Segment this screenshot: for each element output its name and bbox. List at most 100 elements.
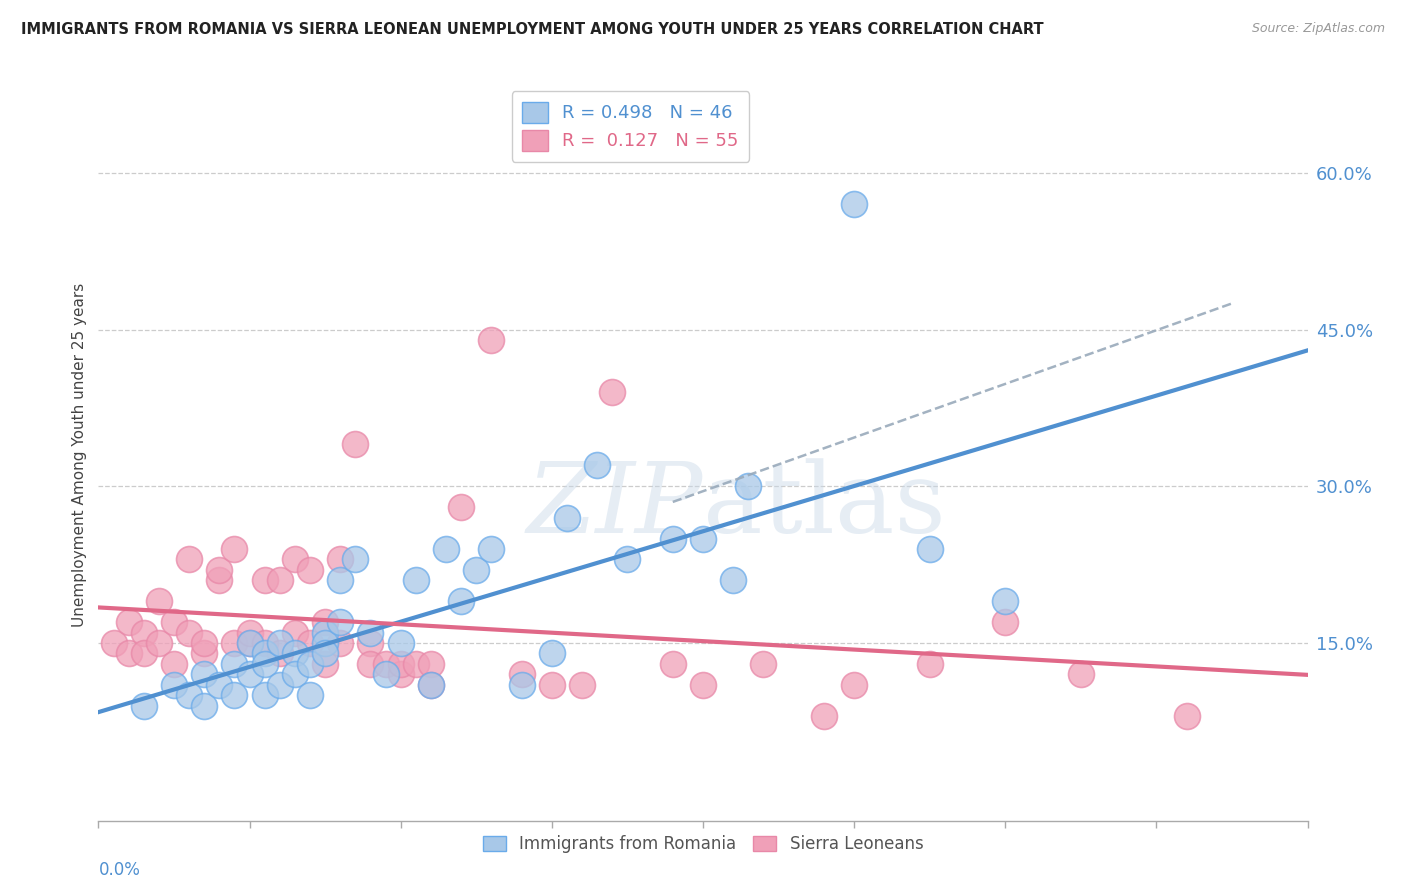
Point [329,574,352,588]
Point [344,437,367,451]
Point [1070,667,1092,681]
Point [661,657,683,671]
Point [374,667,396,681]
Point [118,647,141,661]
Text: IMMIGRANTS FROM ROMANIA VS SIERRA LEONEAN UNEMPLOYMENT AMONG YOUTH UNDER 25 YEAR: IMMIGRANTS FROM ROMANIA VS SIERRA LEONEA… [21,22,1043,37]
Point [299,636,322,650]
Point [329,615,352,629]
Point [616,552,638,566]
Point [692,532,714,546]
Point [510,678,533,692]
Text: atlas: atlas [703,458,946,554]
Point [163,678,186,692]
Point [284,625,307,640]
Y-axis label: Unemployment Among Youth under 25 years: Unemployment Among Youth under 25 years [72,283,87,627]
Point [555,510,578,524]
Point [360,625,382,640]
Point [179,625,201,640]
Point [284,667,307,681]
Point [269,647,291,661]
Point [420,678,443,692]
Point [284,552,307,566]
Point [540,678,562,692]
Point [269,574,291,588]
Point [208,574,231,588]
Point [752,657,775,671]
Point [344,552,367,566]
Point [284,647,307,661]
Point [224,541,246,556]
Point [239,625,262,640]
Point [844,197,866,211]
Point [179,552,201,566]
Point [224,688,246,702]
Point [253,657,276,671]
Point [389,636,412,650]
Point [314,615,336,629]
Text: 0.0%: 0.0% [98,861,141,879]
Point [571,678,593,692]
Point [540,647,562,661]
Point [253,688,276,702]
Point [269,678,291,692]
Point [329,636,352,650]
Point [253,647,276,661]
Point [148,636,170,650]
Point [329,552,352,566]
Point [602,385,624,400]
Point [163,657,186,671]
Point [253,574,276,588]
Point [813,709,835,723]
Point [179,688,201,702]
Point [389,667,412,681]
Point [148,594,170,608]
Point [450,594,472,608]
Point [586,458,609,473]
Point [299,688,322,702]
Point [224,636,246,650]
Point [299,563,322,577]
Point [661,532,683,546]
Point [918,657,941,671]
Point [510,667,533,681]
Point [193,647,215,661]
Point [1175,709,1198,723]
Point [314,647,336,661]
Point [193,698,215,713]
Point [132,625,155,640]
Point [737,479,759,493]
Point [314,636,336,650]
Text: Source: ZipAtlas.com: Source: ZipAtlas.com [1251,22,1385,36]
Point [314,657,336,671]
Point [118,615,141,629]
Point [389,657,412,671]
Point [239,636,262,650]
Point [299,657,322,671]
Point [405,657,427,671]
Point [360,657,382,671]
Point [239,667,262,681]
Point [132,698,155,713]
Point [481,333,503,347]
Point [269,636,291,650]
Point [994,594,1017,608]
Point [103,636,125,650]
Point [193,667,215,681]
Point [692,678,714,692]
Point [314,625,336,640]
Point [208,678,231,692]
Legend: Immigrants from Romania, Sierra Leoneans: Immigrants from Romania, Sierra Leoneans [475,829,931,860]
Point [132,647,155,661]
Point [844,678,866,692]
Point [434,541,457,556]
Point [405,574,427,588]
Point [994,615,1017,629]
Point [420,678,443,692]
Point [465,563,488,577]
Point [163,615,186,629]
Point [193,636,215,650]
Point [918,541,941,556]
Point [224,657,246,671]
Text: ZIP: ZIP [527,458,703,554]
Point [360,636,382,650]
